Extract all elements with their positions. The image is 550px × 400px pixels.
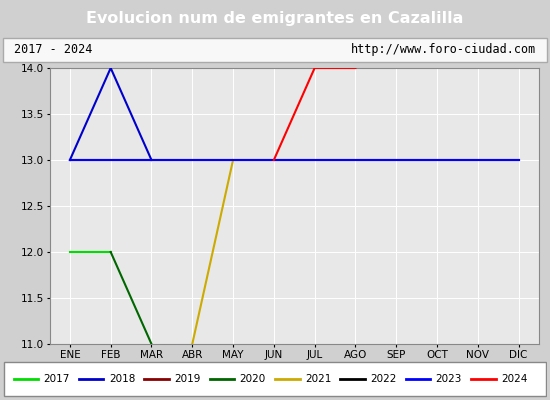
Bar — [3, 38, 547, 62]
Text: http://www.foro-ciudad.com: http://www.foro-ciudad.com — [351, 44, 536, 56]
Text: 2024: 2024 — [501, 374, 527, 384]
Text: 2020: 2020 — [240, 374, 266, 384]
Text: 2017: 2017 — [43, 374, 70, 384]
Text: 2022: 2022 — [370, 374, 397, 384]
Text: 2019: 2019 — [174, 374, 201, 384]
Text: 2023: 2023 — [436, 374, 462, 384]
Text: 2018: 2018 — [109, 374, 135, 384]
Text: 2021: 2021 — [305, 374, 331, 384]
Text: Evolucion num de emigrantes en Cazalilla: Evolucion num de emigrantes en Cazalilla — [86, 10, 464, 26]
Text: 2017 - 2024: 2017 - 2024 — [14, 44, 92, 56]
